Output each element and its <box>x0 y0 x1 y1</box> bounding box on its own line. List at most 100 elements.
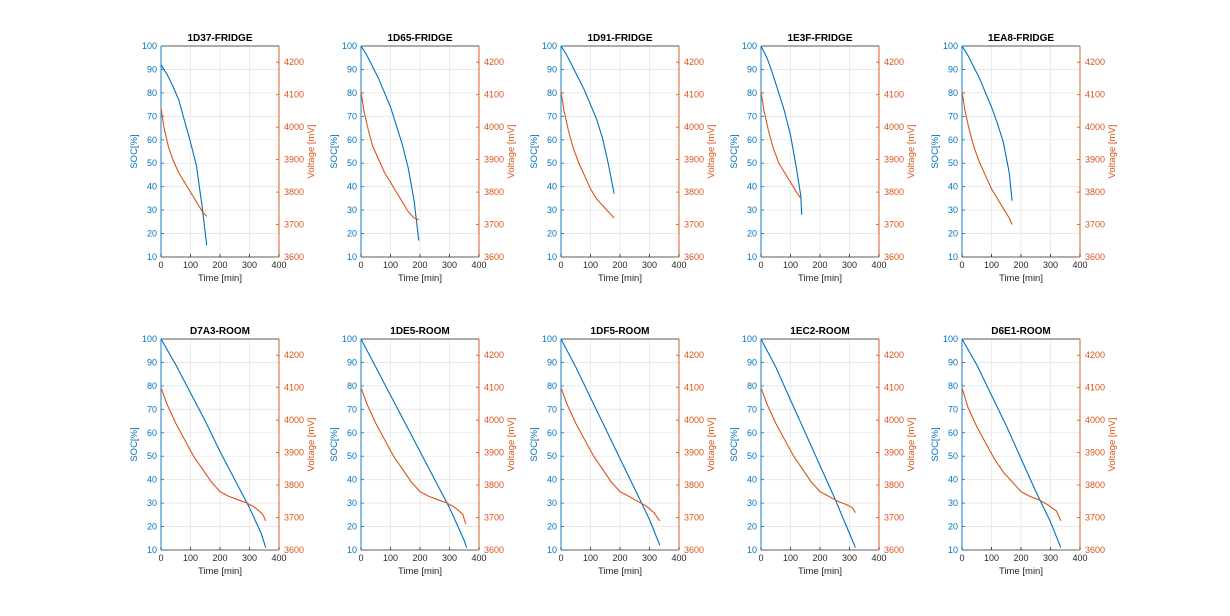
y-left-tick-label: 90 <box>747 64 757 74</box>
y-right-tick-label: 3700 <box>884 220 904 230</box>
subplot-5: 0 100 200 300 400 10 20 30 40 50 60 70 80 90 100 3600 37… <box>129 326 317 577</box>
x-tick-label: 300 <box>442 260 457 270</box>
y-left-tick-label: 10 <box>547 545 557 555</box>
y-right-tick-label: 3600 <box>884 252 904 262</box>
x-tick-label: 400 <box>871 260 886 270</box>
x-axis-label: Time [min] <box>598 273 642 284</box>
x-tick-label: 100 <box>783 553 798 563</box>
x-tick-label: 400 <box>471 553 486 563</box>
y-right-tick-label: 4100 <box>884 90 904 100</box>
y-left-tick-label: 20 <box>147 522 157 532</box>
y-right-tick-label: 4000 <box>684 122 704 132</box>
subplot-title: 1DF5-ROOM <box>591 326 650 337</box>
y-left-tick-label: 20 <box>747 229 757 239</box>
y-left-tick-label: 50 <box>747 451 757 461</box>
y-left-tick-label: 80 <box>747 381 757 391</box>
soc-series-line <box>760 338 856 548</box>
y-right-tick-label: 3800 <box>484 480 504 490</box>
y-left-tick-label: 70 <box>147 404 157 414</box>
y-right-tick-label: 3700 <box>284 220 304 230</box>
y-left-tick-label: 20 <box>948 522 958 532</box>
x-tick-label: 200 <box>812 260 827 270</box>
x-tick-label: 0 <box>758 553 763 563</box>
y-right-tick-label: 4000 <box>1085 415 1105 425</box>
y-right-axis-label: Voltage [mV] <box>706 125 717 179</box>
y-left-axis-label: SOC[%] <box>529 134 540 168</box>
y-right-tick-label: 3700 <box>684 220 704 230</box>
x-tick-label: 200 <box>212 553 227 563</box>
y-right-tick-label: 3700 <box>884 513 904 523</box>
y-right-tick-label: 3700 <box>484 220 504 230</box>
y-left-tick-label: 20 <box>147 229 157 239</box>
x-tick-label: 300 <box>842 553 857 563</box>
y-right-axis-label: Voltage [mV] <box>706 418 717 472</box>
y-left-tick-label: 90 <box>347 64 357 74</box>
y-right-tick-label: 4100 <box>284 90 304 100</box>
y-left-tick-label: 30 <box>948 498 958 508</box>
y-right-tick-label: 4000 <box>284 122 304 132</box>
subplot-6: 0 100 200 300 400 10 20 30 40 50 60 70 80 90 100 3600 37… <box>329 326 517 577</box>
soc-series-line <box>961 338 1062 548</box>
x-tick-label: 0 <box>158 260 163 270</box>
y-left-tick-label: 50 <box>147 451 157 461</box>
y-left-tick-label: 10 <box>547 252 557 262</box>
x-axis-label: Time [min] <box>999 273 1043 284</box>
subplot-7: 0 100 200 300 400 10 20 30 40 50 60 70 80 90 100 3600 37… <box>529 326 717 577</box>
x-tick-label: 300 <box>642 260 657 270</box>
y-left-tick-label: 30 <box>147 498 157 508</box>
y-left-tick-label: 40 <box>948 475 958 485</box>
subplot-title: 1EA8-FRIDGE <box>988 33 1054 44</box>
y-right-tick-label: 4200 <box>1085 57 1105 67</box>
y-left-tick-label: 20 <box>948 229 958 239</box>
x-tick-label: 100 <box>183 553 198 563</box>
y-right-axis-label: Voltage [mV] <box>306 125 317 179</box>
subplot-9: 0 100 200 300 400 10 20 30 40 50 60 70 80 90 100 3600 37… <box>930 326 1118 577</box>
y-left-tick-label: 40 <box>147 475 157 485</box>
y-right-tick-label: 4000 <box>284 415 304 425</box>
x-tick-label: 100 <box>583 553 598 563</box>
y-right-tick-label: 3900 <box>684 448 704 458</box>
subplot-title: 1E3F-FRIDGE <box>787 33 852 44</box>
y-right-tick-label: 3600 <box>484 252 504 262</box>
x-tick-label: 300 <box>1043 260 1058 270</box>
voltage-series-line <box>160 107 208 217</box>
y-right-tick-label: 4200 <box>284 350 304 360</box>
y-right-tick-label: 3800 <box>484 187 504 197</box>
soc-series-line <box>560 45 615 194</box>
y-left-tick-label: 10 <box>747 545 757 555</box>
y-left-tick-label: 40 <box>147 182 157 192</box>
y-left-tick-label: 60 <box>147 135 157 145</box>
y-left-tick-label: 40 <box>547 475 557 485</box>
x-tick-label: 300 <box>1043 553 1058 563</box>
y-right-tick-label: 4200 <box>284 57 304 67</box>
subplot-4: 0 100 200 300 400 10 20 30 40 50 60 70 80 90 100 3600 37… <box>930 33 1118 284</box>
subplot-title: D7A3-ROOM <box>190 326 250 337</box>
y-right-tick-label: 4100 <box>284 383 304 393</box>
y-left-tick-label: 70 <box>948 111 958 121</box>
y-left-tick-label: 40 <box>948 182 958 192</box>
y-left-tick-label: 10 <box>347 252 357 262</box>
y-left-tick-label: 10 <box>347 545 357 555</box>
subplot-0: 0 100 200 300 400 10 20 30 40 50 60 70 80 90 100 3600 37… <box>129 33 317 284</box>
soc-series-line <box>961 45 1013 201</box>
y-left-tick-label: 50 <box>747 158 757 168</box>
y-left-tick-label: 40 <box>347 182 357 192</box>
y-left-tick-label: 60 <box>747 135 757 145</box>
soc-series-line <box>360 338 468 548</box>
soc-series-line <box>160 338 267 548</box>
y-right-tick-label: 3900 <box>1085 448 1105 458</box>
y-left-tick-label: 70 <box>547 111 557 121</box>
y-left-tick-label: 30 <box>347 498 357 508</box>
y-left-tick-label: 10 <box>948 252 958 262</box>
y-right-tick-label: 3600 <box>1085 545 1105 555</box>
soc-series-line <box>160 64 208 246</box>
y-right-tick-label: 3600 <box>284 252 304 262</box>
y-left-tick-label: 70 <box>747 111 757 121</box>
y-right-tick-label: 4100 <box>684 383 704 393</box>
x-tick-label: 0 <box>758 260 763 270</box>
voltage-series-line <box>760 387 856 513</box>
y-right-tick-label: 3900 <box>884 155 904 165</box>
x-tick-label: 100 <box>783 260 798 270</box>
y-left-tick-label: 20 <box>347 522 357 532</box>
